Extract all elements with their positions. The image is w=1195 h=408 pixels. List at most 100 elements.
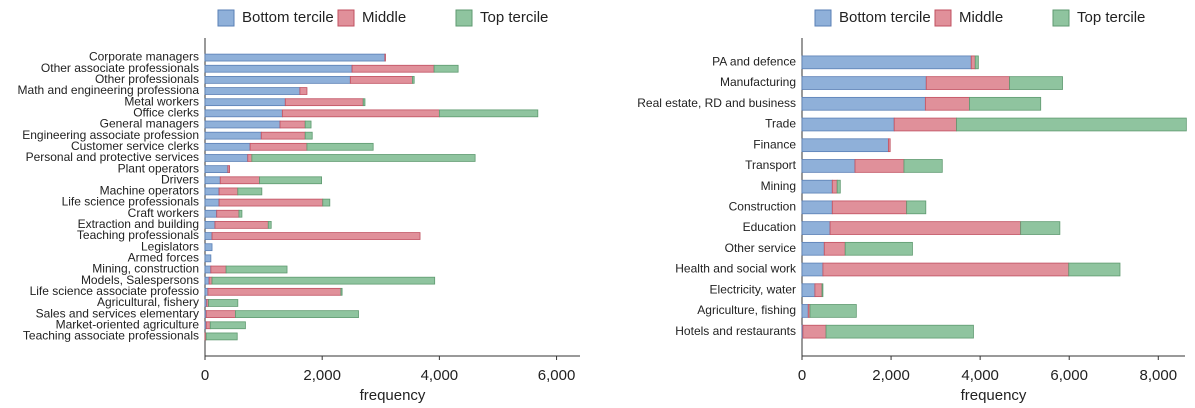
x-tick-label: 8,000 [1140, 367, 1178, 384]
y-tick-label: Mining, construction [92, 262, 199, 276]
bar-segment [204, 76, 351, 84]
bar-segment [822, 262, 1070, 277]
bar-segment [854, 159, 905, 173]
bar-segment [887, 138, 891, 153]
bar-segment [214, 221, 269, 229]
bar-segment [801, 241, 825, 256]
legend-swatch [814, 9, 832, 27]
bar-segment [924, 96, 970, 111]
bar-segment [211, 232, 421, 240]
bar-segment [801, 55, 972, 70]
bar-segment [1009, 76, 1063, 90]
y-tick-label: Engineering associate profession [22, 128, 199, 142]
bar-segment [925, 76, 1010, 90]
y-tick-label: Personal and protective services [26, 150, 199, 164]
bar-segment [349, 76, 413, 84]
legend-label: Middle [959, 9, 1003, 26]
y-tick-label: Transport [745, 158, 797, 172]
y-tick-label: Health and social work [675, 262, 797, 276]
bar-segment [251, 154, 476, 162]
legend-label: Middle [362, 9, 406, 26]
bar-segment [218, 198, 324, 207]
y-tick-label: Craft workers [128, 206, 199, 220]
bar-segment [821, 283, 824, 298]
legend-label: Top tercile [480, 9, 548, 26]
bar-segment [903, 159, 943, 173]
bar-segment [209, 321, 246, 330]
bar-segment [204, 209, 218, 218]
bar-segment [204, 165, 229, 173]
bar-segment [809, 304, 857, 318]
bar-segment [801, 200, 833, 215]
bar-segment [204, 187, 220, 196]
bar-segment [204, 276, 210, 285]
bar-segment [219, 176, 260, 185]
bar-segment [969, 96, 1042, 111]
plot: Bottom tercile Middle Top tercile 0 2,000 4,0… [18, 9, 580, 404]
legend-swatch [337, 9, 355, 27]
x-tick-label: 0 [798, 367, 806, 384]
y-tick-label: Electricity, water [710, 282, 796, 296]
x-tick-label: 4,000 [421, 367, 459, 384]
bar-segment [829, 221, 1022, 235]
bar-segment [227, 165, 231, 173]
bar-segment [204, 98, 286, 107]
x-tick-label: 6,000 [1050, 367, 1088, 384]
legend-label: Top tercile [1077, 9, 1145, 26]
x-tick-label: 6,000 [538, 367, 576, 384]
bar-segment [205, 321, 211, 330]
y-tick-label: Other service [725, 241, 797, 255]
x-tick-label: 4,000 [961, 367, 999, 384]
bar-segment [906, 200, 927, 215]
bar-segment [204, 142, 251, 151]
legend-swatch [455, 9, 473, 27]
bar-segment [801, 138, 889, 153]
bar-segment [207, 287, 342, 296]
bar-segment [204, 131, 262, 140]
bar-segment [204, 287, 209, 296]
y-tick-label: Extraction and building [78, 217, 199, 231]
x-tick-label: 2,000 [872, 367, 910, 384]
y-tick-label: Other professionals [95, 72, 199, 86]
bar-segment [208, 299, 239, 307]
bar-segment [279, 120, 306, 129]
bar-segment [362, 98, 366, 107]
bar-segment [802, 324, 827, 339]
bar-segment [340, 287, 343, 296]
bar-segment [801, 117, 895, 132]
bar-segment [204, 198, 220, 207]
bar-segment [1020, 221, 1061, 235]
bar-segment [210, 265, 227, 274]
bar-segment [836, 179, 841, 194]
bar-segment [412, 76, 415, 84]
bar-segment [974, 55, 979, 70]
bar-segment [801, 283, 816, 298]
bar-segment [284, 98, 364, 107]
bar-segment [204, 53, 386, 62]
legend-label: Bottom tercile [242, 9, 334, 26]
bar-segment [1068, 262, 1121, 277]
bar-segment [216, 209, 240, 218]
bar-segment [204, 265, 212, 274]
y-tick-label: Drivers [161, 172, 199, 186]
bar-segment [823, 241, 846, 256]
y-tick-label: Real estate, RD and business [637, 96, 796, 110]
y-tick-label: Agriculture, fishing [697, 303, 796, 317]
bar-segment [204, 232, 213, 240]
bar-segment [351, 64, 435, 73]
y-tick-label: Life science associate professio [30, 284, 200, 298]
bar-segment [893, 117, 957, 132]
y-tick-label: General managers [100, 117, 199, 131]
y-tick-label: Mining [761, 179, 796, 193]
x-tick-label: 2,000 [303, 367, 341, 384]
bar-segment [304, 120, 312, 129]
bar-segment [204, 221, 216, 229]
bar-segment [831, 179, 838, 194]
x-tick-label: 0 [201, 367, 209, 384]
bar-segment [970, 55, 976, 70]
y-tick-label: PA and defence [712, 55, 796, 69]
bar-segment [801, 76, 927, 90]
bar-segment [204, 109, 283, 118]
bar-segment [801, 159, 856, 173]
bar-segment [384, 53, 386, 62]
